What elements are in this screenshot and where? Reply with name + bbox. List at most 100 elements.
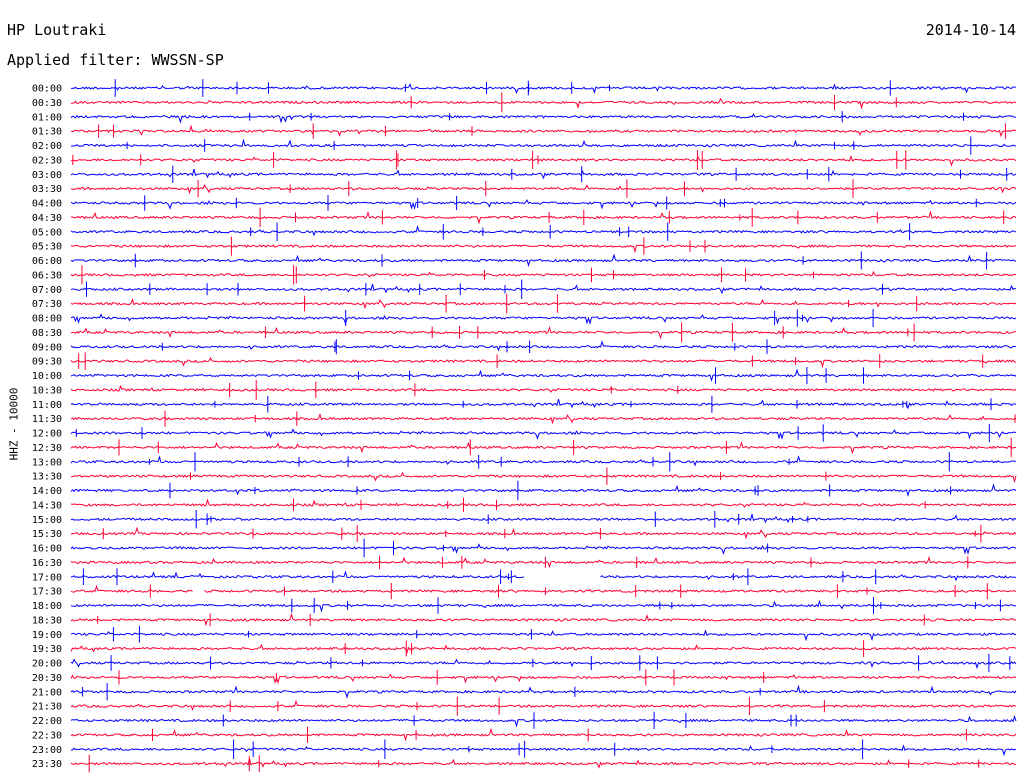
trace-row [70,727,1017,742]
tick-label: 03:00 [32,170,62,181]
trace-row [70,543,1017,556]
trace-row [70,398,1017,410]
trace-row [70,570,1017,582]
trace-row [70,643,1017,654]
trace-row [70,440,1017,455]
trace-row [70,270,1017,278]
trace-row [70,658,1017,670]
trace-row [70,253,1017,267]
tick-label: 06:00 [32,256,62,267]
tick-label: 16:00 [32,544,62,555]
tick-label: 05:30 [32,242,62,253]
seismic-traces [70,79,1017,773]
tick-label: 22:30 [32,730,62,741]
trace-row [70,340,1017,352]
trace-row [70,368,1017,382]
tick-label: 04:00 [32,199,62,210]
tick-label: 19:30 [32,644,62,655]
tick-label: 03:30 [32,184,62,195]
trace-row [70,673,1017,685]
tick-label: 21:30 [32,702,62,713]
tick-label: 23:30 [32,759,62,770]
trace-row [70,97,1017,110]
tick-label: 20:30 [32,673,62,684]
tick-label: 23:00 [32,745,62,756]
trace-row [70,168,1017,180]
tick-label: 01:00 [32,112,62,123]
tick-label: 20:00 [32,659,62,670]
tick-label: 14:00 [32,486,62,497]
trace-row [70,428,1017,441]
time-tick-labels: 00:00 00:30 01:00 01:30 02:00 02:30 03:00 03:30… [32,84,62,771]
station-title: HP Loutraki [7,21,107,39]
tick-label: 21:00 [32,687,62,698]
tick-label: 02:30 [32,155,62,166]
trace-row [70,83,1017,94]
trace-row [70,210,1017,225]
tick-label: 15:30 [32,529,62,540]
trace-row [70,744,1017,757]
trace-row [70,483,1017,497]
tick-label: 08:30 [32,328,62,339]
tick-label: 08:00 [32,314,62,325]
tick-label: 04:30 [32,213,62,224]
tick-label: 13:30 [32,472,62,483]
tick-label: 16:30 [32,558,62,569]
trace-row [70,629,1017,642]
tick-label: 14:30 [32,500,62,511]
trace-row [70,384,1017,393]
tick-label: 12:00 [32,429,62,440]
trace-row [70,184,1017,195]
tick-label: 09:30 [32,357,62,368]
trace-row [70,684,1017,699]
trace-row [70,513,1017,524]
trace-row [70,555,1017,569]
tick-label: 19:00 [32,630,62,641]
trace-row [70,412,1017,425]
tick-label: 12:30 [32,443,62,454]
date-label: 2014-10-14 [925,21,1016,39]
trace-row [70,714,1017,728]
trace-row [70,455,1017,467]
trace-row [70,758,1017,769]
tick-label: 07:00 [32,285,62,296]
trace-row [70,283,1017,295]
tick-label: 13:00 [32,457,62,468]
trace-row [70,113,1017,124]
tick-label: 22:00 [32,716,62,727]
trace-row [70,138,1017,148]
trace-row [70,297,1017,310]
tick-label: 07:30 [32,299,62,310]
trace-row [70,471,1017,484]
trace-row [70,313,1017,326]
trace-row [70,498,1017,508]
tick-label: 10:00 [32,371,62,382]
tick-label: 01:30 [32,127,62,138]
tick-label: 05:00 [32,227,62,238]
filter-label: Applied filter: WWSSN-SP [7,51,224,69]
trace-row [70,599,1017,613]
tick-label: 00:00 [32,84,62,95]
tick-label: 17:30 [32,587,62,598]
tick-label: 06:30 [32,270,62,281]
tick-label: 15:00 [32,515,62,526]
trace-row [70,199,1017,211]
trace-row [70,225,1017,237]
tick-label: 17:00 [32,572,62,583]
trace-row [70,584,1017,594]
tick-label: 10:30 [32,385,62,396]
trace-row [70,356,1017,369]
trace-row [70,612,1017,627]
tick-label: 11:00 [32,400,62,411]
trace-row [70,124,1017,138]
tick-label: 00:30 [32,98,62,109]
trace-row [70,155,1017,167]
tick-label: 18:30 [32,615,62,626]
tick-label: 18:00 [32,601,62,612]
trace-row [70,244,1017,254]
tick-label: 09:00 [32,342,62,353]
trace-row [70,699,1017,711]
tick-label: 02:00 [32,141,62,152]
trace-row [70,325,1017,340]
